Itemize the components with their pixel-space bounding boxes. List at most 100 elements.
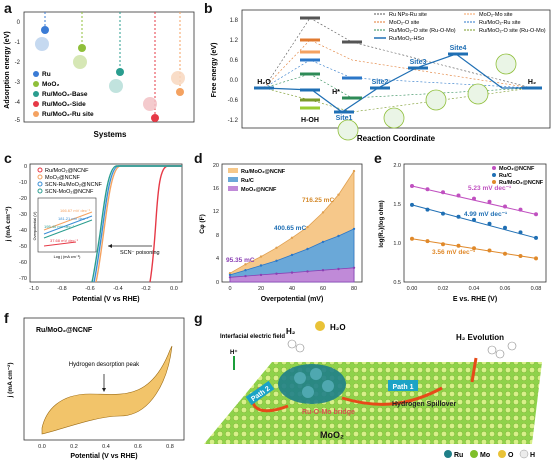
- d-data-point: [337, 234, 340, 238]
- c-legend-swatch: [37, 188, 43, 194]
- e-xtick: 0.02: [438, 286, 449, 292]
- panel-f: f Ru/MoO₂@NCNF Hydrogen desorption peak …: [0, 310, 190, 462]
- g-spillover-label: Hydrogen Spillover: [392, 401, 456, 408]
- e-data-point: [487, 248, 492, 253]
- d-data-point: [352, 227, 356, 231]
- f-xtick: 0.4: [102, 444, 110, 450]
- b-ytick: 0.6: [230, 58, 239, 64]
- e-data-point: [518, 230, 523, 235]
- c-xtick: -0.6: [85, 286, 94, 292]
- a-marker-ru: [41, 26, 49, 34]
- c-legend-item: MoO₂@NCNF: [45, 175, 81, 181]
- g-evolution-label: H₂ Evolution: [456, 333, 504, 342]
- c-ytick: -40: [19, 228, 27, 234]
- c-curve: [93, 165, 182, 283]
- d-data-point: [228, 272, 232, 275]
- panel-g-illustration: Path 2 Path 1 Interfacial electric field…: [204, 321, 542, 459]
- e-data-point: [472, 217, 476, 222]
- e-data-point: [534, 235, 538, 240]
- b-state-label: Site4: [450, 45, 467, 52]
- b-state-label: H₂: [528, 79, 536, 86]
- f-xtick: 0.8: [166, 444, 174, 450]
- g-h2-bubble: [287, 339, 297, 349]
- e-data-point: [472, 196, 476, 201]
- f-ylabel: j (mA cm⁻²): [7, 363, 14, 399]
- g-legend-swatch: [519, 449, 529, 459]
- a-structure-icon: [35, 37, 49, 51]
- g-path2-badge: [245, 380, 275, 406]
- e-data-point: [472, 246, 476, 251]
- c-legend-swatch: [37, 167, 43, 173]
- c-curve: [95, 165, 182, 283]
- d-data-point: [321, 269, 325, 272]
- a-structure-icon: [171, 71, 185, 85]
- e-data-point: [503, 204, 507, 209]
- c-xtick: -0.2: [141, 286, 150, 292]
- e-data-point: [425, 187, 430, 192]
- c-ytick: -70: [19, 276, 27, 282]
- g-legend-swatch: [470, 450, 478, 458]
- c-legend: Ru/MoO₂@NCNF MoO₂@NCNF SCN-Ru/MoO₂@NCNF …: [37, 167, 103, 195]
- b-state-label: H₂O: [257, 79, 271, 86]
- a-marker-base: [116, 68, 124, 76]
- e-ylabel: log(R₁)(log ohm): [379, 200, 385, 247]
- f-xtick: 0.0: [38, 444, 46, 450]
- b-xlabel: Reaction Coordinate: [357, 134, 436, 143]
- d-data-point: [244, 263, 247, 266]
- d-value-label: 95.35 mC: [226, 257, 255, 264]
- f-arrowhead: [102, 388, 106, 392]
- e-data-point: [487, 221, 492, 226]
- g-path1-arrow: [341, 386, 443, 406]
- e-data-point: [456, 193, 461, 198]
- d-legend-item: Ru/C: [241, 178, 254, 184]
- d-ytick: 8: [216, 233, 219, 239]
- d-legend-item: MoO₂@NCNF: [241, 187, 277, 193]
- d-data-point: [306, 270, 309, 273]
- d-legend-swatch: [228, 168, 238, 173]
- d-legend: Ru/MoO₂@NCNF Ru/C MoO₂@NCNF: [228, 168, 286, 193]
- e-data-point: [456, 214, 461, 219]
- panel-c-plot: 0 -10 -20 -30 -40 -50 -60 -70 -1.0 -0.8 …: [5, 163, 183, 303]
- g-field-label: Interfacial electric field: [220, 334, 285, 340]
- d-xtick: 20: [258, 286, 264, 292]
- panel-e: e 2.0 1.5 1.0 0.5 0.00 0.02 0.04 0.06 0.…: [372, 150, 554, 308]
- panel-label-c: c: [4, 150, 12, 166]
- g-legend: Ru Mo O H: [444, 449, 535, 459]
- e-ytick: 1.5: [393, 202, 401, 208]
- d-xtick: 60: [320, 286, 326, 292]
- c-inset-tafel: 37.68 mV dec⁻¹: [50, 238, 79, 243]
- panel-label-a: a: [4, 0, 12, 16]
- b-hstar: H*: [332, 89, 340, 96]
- panel-d-plot: 0 4 8 12 16 20 0 20 40 60 80 Cφ (F) Over…: [199, 163, 363, 303]
- g-o-atom: [315, 321, 325, 331]
- d-data-point: [275, 259, 278, 262]
- a-legend-swatch: [33, 81, 39, 87]
- panel-label-d: d: [194, 150, 203, 166]
- panel-b: b 1.8 1.2 0.6 0.0 -0.6 -1.2 Free energy …: [202, 0, 554, 148]
- panel-a: a 0 -1 -2 -3 -4 -5 Adsorption energy (eV…: [0, 0, 200, 148]
- c-ylabel: j (mA cm⁻²): [5, 207, 12, 243]
- b-ytick: 1.8: [230, 18, 239, 24]
- c-ytick: -50: [19, 244, 27, 250]
- d-data-point: [228, 276, 232, 279]
- c-annotation: SCN⁻ poisoning: [120, 250, 160, 256]
- c-inset-line: [43, 211, 93, 231]
- f-xlabel: Potential (V vs RHE): [70, 453, 137, 460]
- a-marker-rusite: [176, 88, 184, 96]
- a-legend-item: MoO₂: [42, 81, 59, 88]
- d-data-point: [244, 274, 247, 278]
- g-path1-badge: [388, 380, 418, 391]
- panel-label-g: g: [194, 310, 203, 326]
- b-structure-icon: [337, 119, 359, 141]
- c-legend-swatch: [37, 174, 43, 180]
- a-legend-item: Ru/MoO₂-Base: [42, 91, 88, 98]
- g-h2-bubble: [487, 345, 497, 355]
- d-ytick: 0: [216, 280, 219, 286]
- b-structure-icon: [383, 107, 405, 129]
- panel-a-yticks: 0 -1 -2 -3 -4 -5: [15, 20, 21, 124]
- b-state-label: Site3: [410, 59, 427, 66]
- d-data-point: [321, 240, 325, 244]
- e-data-point: [441, 242, 445, 247]
- b-legend-item: Ru/MoO₂-Ru site: [479, 20, 521, 26]
- panel-label-f: f: [4, 310, 9, 326]
